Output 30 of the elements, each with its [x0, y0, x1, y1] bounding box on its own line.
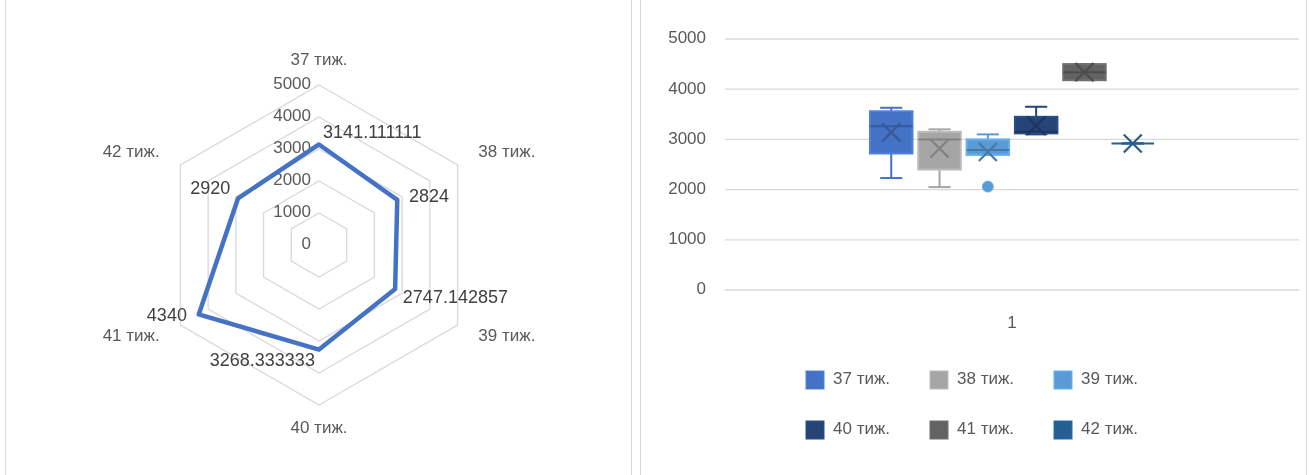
y-tick-label: 3000 — [668, 128, 706, 148]
y-tick-label: 1000 — [668, 229, 706, 249]
y-tick-label: 2000 — [668, 179, 706, 199]
legend-label: 38 тиж. — [957, 369, 1015, 389]
data-label: 2747.142857 — [402, 286, 508, 307]
data-label: 2920 — [190, 177, 231, 198]
spoke-label: 39 тиж. — [478, 326, 536, 346]
y-tick-label: 0 — [696, 279, 706, 299]
y-tick-label: 5000 — [273, 74, 311, 94]
y-tick-label: 0 — [301, 234, 311, 254]
spoke-label: 41 тиж. — [102, 326, 160, 346]
y-tick-label: 5000 — [668, 28, 706, 48]
x-tick-label: 1 — [1007, 313, 1017, 333]
y-tick-label: 1000 — [273, 202, 311, 222]
spoke-label: 37 тиж. — [290, 50, 348, 70]
legend-label: 37 тиж. — [833, 369, 891, 389]
data-label: 4340 — [146, 305, 187, 326]
spoke-label: 42 тиж. — [102, 142, 160, 162]
data-label: 3141.111111 — [323, 121, 422, 142]
y-tick-label: 4000 — [668, 78, 706, 98]
y-tick-label: 4000 — [273, 106, 311, 126]
legend-label: 41 тиж. — [957, 419, 1015, 439]
data-label: 3268.333333 — [209, 349, 315, 370]
legend-label: 42 тиж. — [1081, 419, 1139, 439]
legend-label: 39 тиж. — [1081, 369, 1139, 389]
spoke-label: 38 тиж. — [478, 142, 536, 162]
y-tick-label: 2000 — [273, 170, 311, 190]
spoke-label: 40 тиж. — [290, 418, 348, 438]
data-label: 2824 — [409, 186, 450, 207]
legend-label: 40 тиж. — [833, 419, 891, 439]
